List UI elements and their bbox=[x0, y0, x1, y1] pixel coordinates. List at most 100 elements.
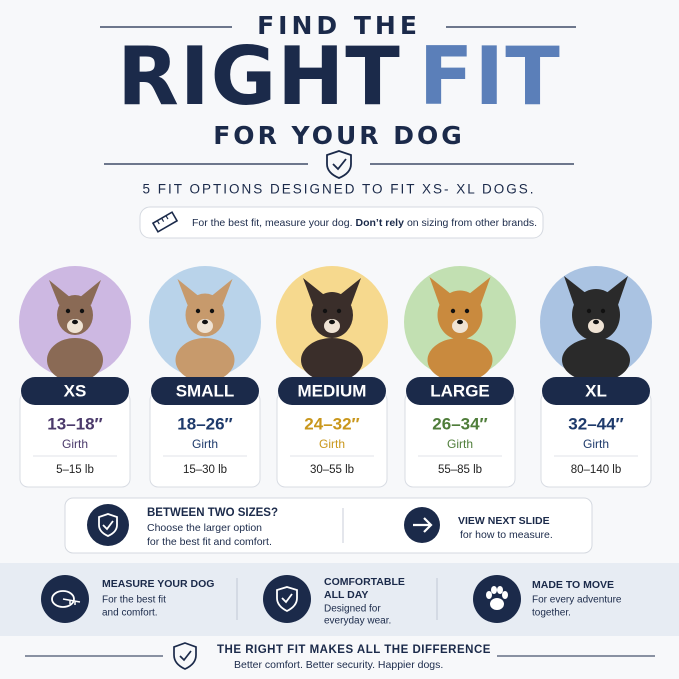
tip-bold: Don’t rely bbox=[356, 217, 405, 229]
size-label: LARGE bbox=[430, 381, 490, 400]
feature-band bbox=[0, 563, 679, 636]
dog-nose bbox=[72, 319, 78, 325]
arrow-icon bbox=[413, 517, 433, 533]
tip-plain: For the best fit, measure your dog. bbox=[192, 217, 353, 229]
next-text: for how to measure. bbox=[460, 529, 553, 541]
dog-body bbox=[562, 338, 630, 382]
size-option: XS 13–18″ Girth 5–15 lb bbox=[19, 266, 131, 488]
check-icon bbox=[332, 158, 347, 171]
weight-range: 30–55 lb bbox=[310, 464, 354, 476]
footer-text: Better comfort. Better security. Happier… bbox=[234, 659, 443, 671]
girth-range: 18–26″ bbox=[177, 414, 232, 433]
girth-range: 32–44″ bbox=[568, 414, 623, 433]
dog-eye bbox=[450, 308, 456, 314]
callout-title: BETWEEN TWO SIZES? bbox=[147, 507, 278, 519]
dog-eye bbox=[600, 308, 606, 314]
dog-head bbox=[185, 293, 225, 337]
size-option: MEDIUM 24–32″ Girth 30–55 lb bbox=[276, 266, 388, 488]
size-label: MEDIUM bbox=[298, 381, 367, 400]
dog-eye bbox=[209, 308, 215, 314]
title-word: RIGHT bbox=[117, 30, 401, 123]
shield-badge bbox=[263, 575, 311, 623]
feature-text: For every adventure bbox=[532, 595, 622, 606]
dog-nose bbox=[593, 319, 599, 325]
size-option: XL 32–44″ Girth 80–140 lb bbox=[540, 266, 652, 488]
dog-head bbox=[572, 289, 620, 341]
feature-title: MADE TO MOVE bbox=[532, 579, 614, 591]
tape-icon bbox=[62, 598, 81, 605]
girth-range: 13–18″ bbox=[47, 414, 102, 433]
shield-icon bbox=[98, 513, 118, 537]
dog-muzzle bbox=[324, 319, 340, 333]
subtitle: 5 FIT OPTIONS DESIGNED TO FIT XS- XL DOG… bbox=[142, 182, 535, 197]
dog-body bbox=[175, 338, 235, 382]
weight-range: 5–15 lb bbox=[56, 464, 94, 476]
dog-muzzle bbox=[588, 319, 604, 333]
weight-range: 15–30 lb bbox=[183, 464, 227, 476]
dog-eye bbox=[195, 308, 201, 314]
tip-plain: on sizing from other brands. bbox=[407, 217, 537, 229]
shield-badge bbox=[87, 504, 129, 546]
footer-title: THE RIGHT FIT MAKES ALL THE DIFFERENCE bbox=[217, 644, 491, 656]
size-row: XS 13–18″ Girth 5–15 lb SMALL 18–26″ Girth 15–3… bbox=[19, 266, 652, 488]
dog-eye bbox=[464, 308, 470, 314]
dog-head bbox=[57, 295, 93, 335]
dog-nose bbox=[202, 319, 208, 325]
callout-box bbox=[64, 497, 593, 554]
girth-label: Girth bbox=[583, 437, 609, 451]
shield-icon bbox=[173, 642, 197, 670]
weight-range: 55–85 lb bbox=[438, 464, 482, 476]
dog-body bbox=[427, 338, 493, 382]
weight-range: 80–140 lb bbox=[571, 464, 622, 476]
tip-box bbox=[139, 206, 544, 239]
size-pill bbox=[406, 377, 514, 405]
size-label: XS bbox=[64, 381, 87, 400]
feature-text: everyday wear. bbox=[324, 616, 391, 627]
ruler-icon bbox=[151, 211, 179, 233]
size-option: LARGE 26–34″ Girth 55–85 lb bbox=[404, 266, 516, 488]
size-pill bbox=[21, 377, 129, 405]
feature-text: Designed for bbox=[324, 604, 381, 615]
dog-eye bbox=[65, 308, 71, 314]
size-pill bbox=[542, 377, 650, 405]
size-pill bbox=[151, 377, 259, 405]
feature-title: COMFORTABLE bbox=[324, 576, 405, 588]
girth-label: Girth bbox=[192, 437, 218, 451]
feature-text: together. bbox=[532, 608, 571, 619]
dog-muzzle bbox=[197, 319, 213, 333]
next-title: VIEW NEXT SLIDE bbox=[458, 515, 550, 527]
dog-body bbox=[301, 338, 363, 382]
size-label: SMALL bbox=[176, 381, 235, 400]
dog-muzzle bbox=[67, 319, 83, 333]
dog-eye bbox=[336, 308, 342, 314]
girth-range: 26–34″ bbox=[432, 414, 487, 433]
dog-eye bbox=[79, 308, 85, 314]
feature-title: MEASURE YOUR DOG bbox=[102, 578, 214, 590]
dog-body bbox=[47, 338, 103, 382]
callout-text: Choose the larger option bbox=[147, 522, 262, 534]
girth-label: Girth bbox=[447, 437, 473, 451]
girth-range: 24–32″ bbox=[304, 414, 359, 433]
paw-icon bbox=[486, 586, 508, 610]
callout-text: for the best fit and comfort. bbox=[147, 536, 272, 548]
tip-text: For the best fit, measure your dog. Don’t… bbox=[192, 217, 537, 229]
tape-icon bbox=[51, 590, 75, 608]
title-line: FIND THE bbox=[257, 11, 421, 40]
title-word: FIT bbox=[419, 30, 561, 123]
dog-head bbox=[437, 290, 483, 340]
title-main: RIGHT FIT bbox=[117, 30, 561, 123]
dog-nose bbox=[329, 319, 335, 325]
shield-icon bbox=[276, 586, 298, 613]
shield-icon bbox=[326, 150, 352, 179]
size-label: XL bbox=[585, 381, 607, 400]
feature-title: ALL DAY bbox=[324, 589, 368, 601]
dog-eye bbox=[586, 308, 592, 314]
girth-label: Girth bbox=[319, 437, 345, 451]
girth-label: Girth bbox=[62, 437, 88, 451]
feature-text: For the best fit bbox=[102, 595, 166, 606]
dog-head bbox=[311, 292, 353, 338]
title-line: FOR YOUR DOG bbox=[213, 121, 465, 150]
dog-nose bbox=[457, 319, 463, 325]
dog-eye bbox=[322, 308, 328, 314]
